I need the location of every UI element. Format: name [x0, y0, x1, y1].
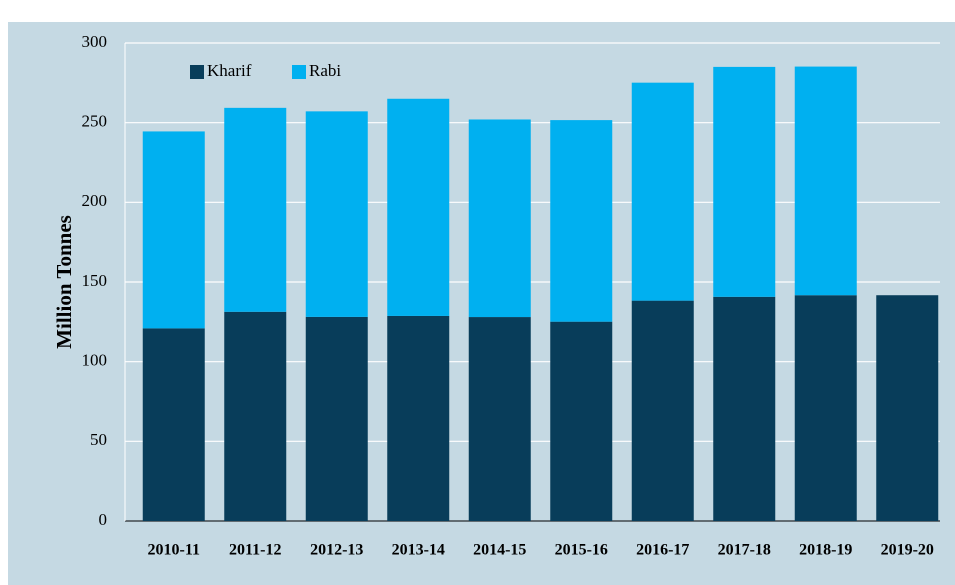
bar-segment: [713, 66, 776, 297]
bar-segment: [468, 317, 531, 521]
y-tick-label: 200: [82, 191, 108, 210]
y-tick-label: 0: [99, 510, 108, 529]
bar-segment: [876, 295, 939, 521]
x-tick-label: 2015-16: [555, 542, 608, 559]
legend-label: Kharif: [207, 61, 252, 80]
x-tick-label: 2013-14: [392, 542, 445, 559]
x-tick-label: 2010-11: [148, 542, 200, 559]
bar-segment: [794, 66, 857, 296]
y-tick-label: 250: [82, 112, 108, 131]
bar-segment: [631, 82, 694, 301]
bar-segment: [550, 120, 613, 322]
legend-swatch: [190, 65, 204, 79]
bar-segment: [550, 321, 613, 521]
bar-segment: [387, 315, 450, 521]
legend-swatch: [292, 65, 306, 79]
bar-segment: [305, 316, 368, 521]
y-tick-label: 100: [82, 351, 108, 370]
y-tick-label: 150: [82, 271, 108, 290]
x-tick-label: 2017-18: [718, 542, 771, 559]
y-axis-label: Million Tonnes: [52, 215, 76, 349]
x-tick-label: 2016-17: [636, 542, 689, 559]
y-tick-label: 300: [82, 32, 108, 51]
x-tick-label: 2012-13: [310, 542, 363, 559]
bar-segment: [713, 296, 776, 521]
y-tick-label: 50: [90, 430, 107, 449]
x-tick-label: 2018-19: [799, 542, 852, 559]
bar-segment: [468, 119, 531, 318]
bar-segment: [631, 300, 694, 521]
x-tick-label: 2011-12: [229, 542, 281, 559]
legend-label: Rabi: [309, 61, 341, 80]
x-tick-label: 2014-15: [473, 542, 526, 559]
bar-segment: [142, 328, 205, 521]
bar-segment: [224, 107, 287, 312]
bar-segment: [224, 311, 287, 521]
bar-segment: [794, 295, 857, 521]
bar-segment: [305, 111, 368, 317]
x-tick-label: 2019-20: [881, 542, 934, 559]
bar-segment: [142, 131, 205, 329]
bar-segment: [387, 98, 450, 316]
